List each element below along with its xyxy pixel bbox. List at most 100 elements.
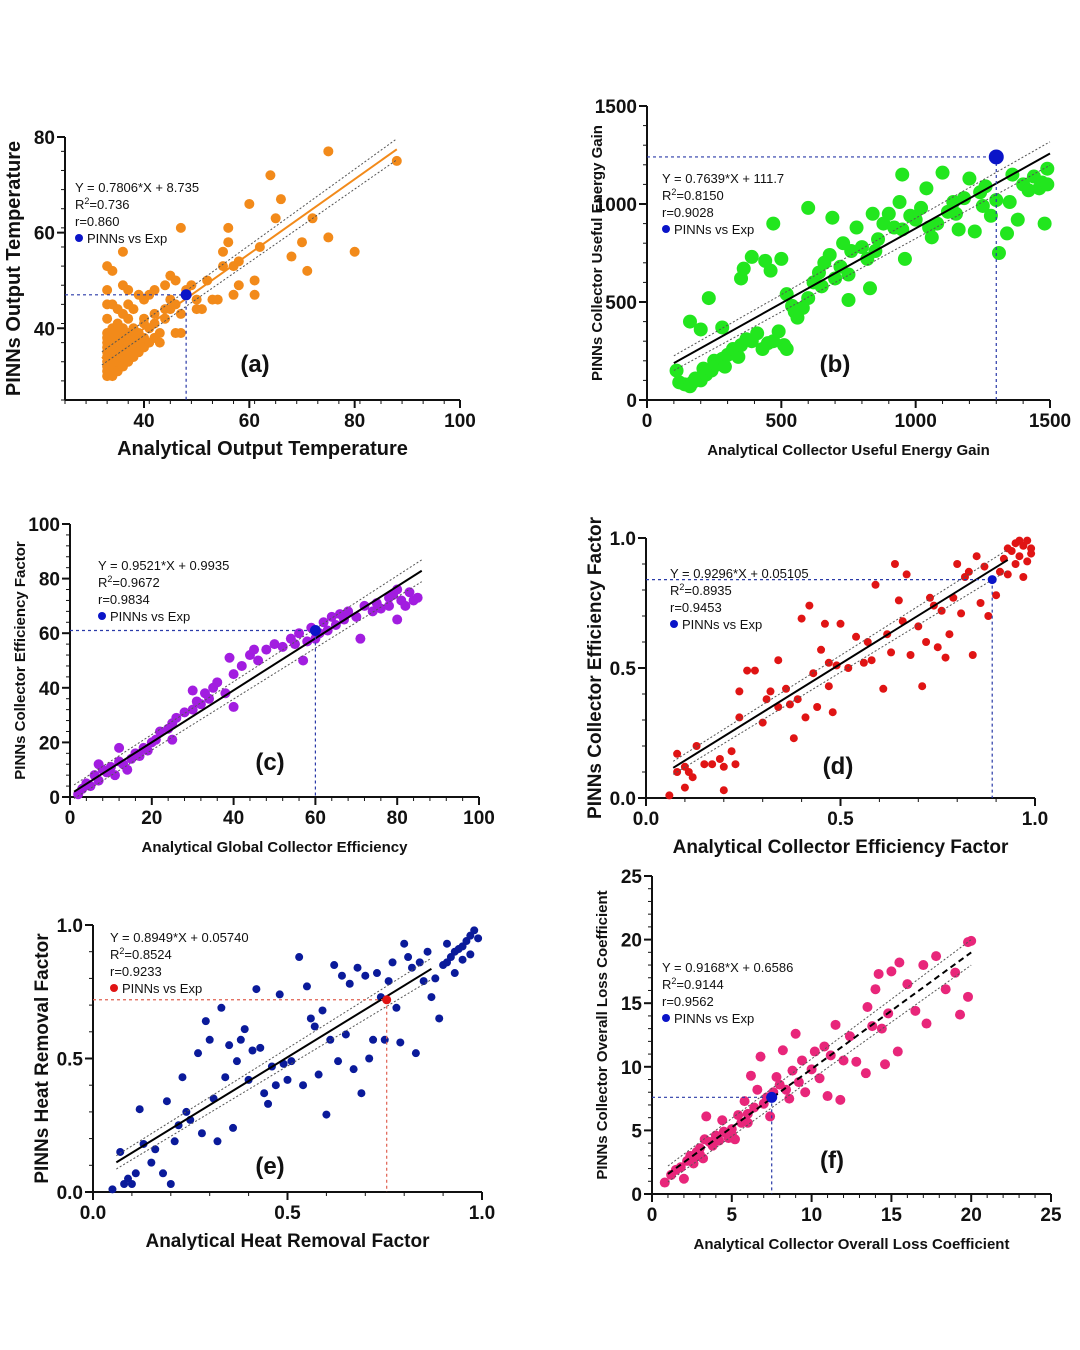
data-point <box>873 968 884 979</box>
data-point <box>897 251 912 266</box>
x-tick-label: 0.5 <box>827 809 854 830</box>
chart-b: 0 500 1000 1500 0 500 1000 1500 Analytical Colle… <box>589 97 1071 459</box>
y-tick-label: 1000 <box>595 195 637 216</box>
y-tick-label: 1500 <box>595 97 637 118</box>
data-point <box>299 1081 308 1090</box>
data-point <box>407 963 416 972</box>
data-point <box>797 614 806 623</box>
data-point <box>972 552 981 561</box>
data-point <box>466 950 475 959</box>
data-point <box>742 1117 753 1128</box>
data-point <box>957 191 972 206</box>
data-point <box>107 299 118 310</box>
data-point <box>892 1046 903 1057</box>
data-point <box>244 198 255 209</box>
data-point <box>814 1073 825 1084</box>
correlation-value: r=0.9028 <box>662 205 714 220</box>
data-point <box>680 783 689 792</box>
data-point <box>892 195 907 210</box>
data-point <box>801 713 810 722</box>
data-point <box>228 289 239 300</box>
data-point <box>701 291 716 306</box>
data-point <box>261 644 272 655</box>
panel-label: (e) <box>255 1153 284 1180</box>
y-tick-label: 80 <box>39 570 60 591</box>
regression-equation: Y = 0.7806*X + 8.735 <box>75 180 199 195</box>
x-axis-label: Analytical Collector Useful Energy Gain <box>707 442 990 459</box>
data-point <box>984 612 993 620</box>
panel-f: 0 5 10 15 20 25 0 5 10 15 20 25 Analytical Collector… <box>570 860 1080 1260</box>
data-point <box>937 606 946 615</box>
x-tick-label: 1.0 <box>1022 809 1048 830</box>
data-point <box>147 1158 156 1167</box>
data-point <box>201 1017 210 1026</box>
legend-label: PINNs vs Exp <box>674 222 754 237</box>
x-tick-label: 0 <box>65 808 76 829</box>
data-point <box>918 960 929 971</box>
highlight-point <box>988 149 1004 165</box>
x-tick-label: 20 <box>961 1205 982 1226</box>
data-point <box>766 687 775 696</box>
data-point <box>175 308 186 319</box>
x-tick-label: 100 <box>463 808 495 829</box>
data-point <box>236 1035 245 1044</box>
data-point <box>349 1065 358 1074</box>
data-point <box>771 1071 782 1082</box>
data-point <box>431 974 440 983</box>
data-point <box>719 762 728 771</box>
highlight-point <box>987 575 997 585</box>
data-point <box>392 614 403 625</box>
data-point <box>240 1025 249 1034</box>
data-point <box>914 200 929 215</box>
data-point <box>693 322 708 337</box>
data-point <box>196 304 207 315</box>
data-point <box>950 967 961 978</box>
data-point <box>337 971 346 980</box>
data-point <box>715 320 730 335</box>
highlight-point <box>180 289 192 301</box>
chart-a: 40 60 80 100 40 60 80 Analytical Output Tempera… <box>3 128 476 460</box>
data-point <box>1002 195 1017 210</box>
r-squared-value: R2=0.736 <box>75 196 130 212</box>
data-point <box>166 1179 175 1188</box>
r-squared-value: R2=0.8935 <box>670 582 732 598</box>
data-point <box>93 759 104 770</box>
data-point <box>743 666 752 675</box>
r-squared-number: =0.8935 <box>684 583 731 598</box>
x-tick-label: 40 <box>133 411 154 432</box>
y-tick-label: 60 <box>39 624 60 645</box>
data-point <box>733 1110 744 1121</box>
data-point <box>836 619 845 628</box>
data-point <box>953 560 962 568</box>
y-tick-label: 0.5 <box>610 659 637 680</box>
data-point <box>450 969 459 978</box>
y-axis-label: PINNs Heat Removal Factor <box>32 933 53 1184</box>
data-point <box>442 939 451 948</box>
r-squared-value: R2=0.9144 <box>662 976 724 992</box>
data-point <box>265 170 276 181</box>
data-point <box>708 760 717 769</box>
data-point <box>1010 212 1025 227</box>
data-point <box>154 726 165 737</box>
data-point <box>1027 549 1036 558</box>
data-point <box>102 285 113 296</box>
data-point <box>745 1070 756 1081</box>
data-point <box>392 1003 401 1012</box>
data-point <box>175 222 186 233</box>
data-point <box>114 742 125 753</box>
legend-marker-icon <box>670 620 678 628</box>
data-point <box>314 1070 323 1079</box>
data-point <box>828 708 837 717</box>
data-point <box>1037 216 1052 231</box>
correlation-value: r=0.9453 <box>670 600 722 615</box>
data-point <box>742 1108 753 1119</box>
panel-c: 0 20 40 60 80 100 0 20 40 60 80 100 Analytical Globa… <box>0 500 510 860</box>
x-tick-label: 10 <box>801 1205 822 1226</box>
data-point <box>665 791 674 800</box>
data-point <box>302 636 313 647</box>
data-point <box>400 939 409 948</box>
data-point <box>793 1077 804 1088</box>
legend-label: PINNs vs Exp <box>122 981 202 996</box>
data-point <box>675 1162 686 1173</box>
data-point <box>801 291 816 306</box>
